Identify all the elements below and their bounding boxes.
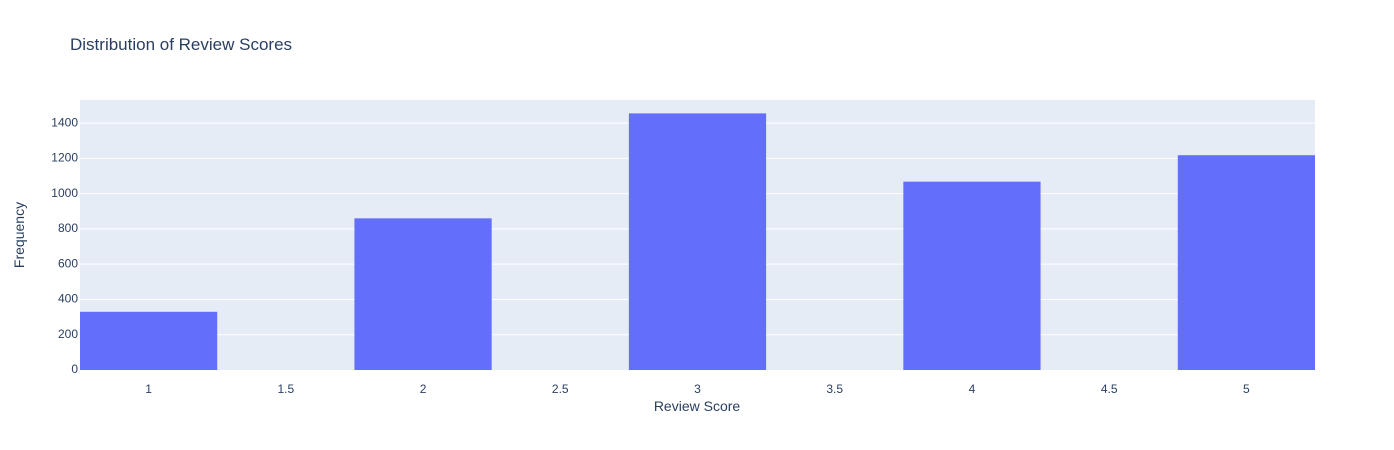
x-tick-label: 3.5	[826, 382, 843, 396]
y-tick-label: 1400	[51, 115, 78, 129]
chart-title: Distribution of Review Scores	[70, 35, 292, 54]
y-tick-label: 600	[58, 256, 78, 270]
y-axis-ticks: 0 200 400 600 800 1000 1200 1400	[51, 115, 78, 376]
x-tick-label: 5	[1243, 382, 1250, 396]
bar-score-3	[628, 113, 767, 370]
y-tick-label: 0	[71, 362, 78, 376]
bar-score-5	[1177, 155, 1315, 370]
bar-score-2	[354, 218, 492, 370]
y-tick-label: 400	[58, 292, 78, 306]
x-tick-label: 1	[145, 382, 152, 396]
x-axis-title: Review Score	[654, 398, 741, 414]
y-axis-title: Frequency	[11, 202, 27, 268]
x-tick-label: 4.5	[1101, 382, 1118, 396]
bar-score-1	[80, 311, 218, 370]
x-tick-label: 2.5	[552, 382, 569, 396]
y-tick-label: 1000	[51, 186, 78, 200]
y-tick-label: 1200	[51, 151, 78, 165]
y-tick-label: 800	[58, 221, 78, 235]
bars	[80, 113, 1315, 370]
x-tick-label: 2	[420, 382, 427, 396]
x-tick-label: 1.5	[277, 382, 294, 396]
x-tick-label: 3	[694, 382, 701, 396]
y-tick-label: 200	[58, 327, 78, 341]
x-tick-label: 4	[969, 382, 976, 396]
x-axis-ticks: 1 1.5 2 2.5 3 3.5 4 4.5 5	[145, 382, 1250, 396]
bar-score-4	[903, 181, 1041, 370]
